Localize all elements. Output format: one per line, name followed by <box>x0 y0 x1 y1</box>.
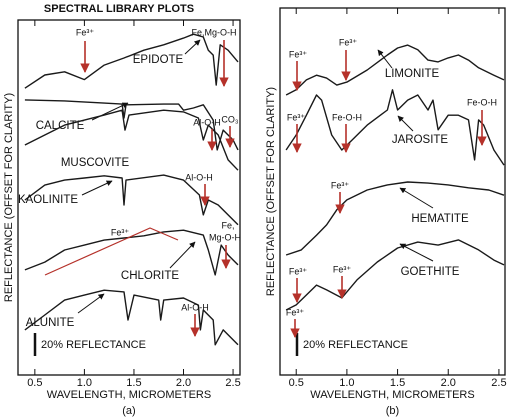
annotation: Fe,Mg-O-H <box>192 27 237 37</box>
annotation: CO₃ <box>221 114 239 124</box>
spectrum-line <box>285 89 505 166</box>
annotation: Fe³⁺ <box>333 264 352 274</box>
annotation: Al-O-H <box>185 172 213 182</box>
chart-title: SPECTRAL LIBRARY PLOTS <box>44 3 194 15</box>
spectrum-line <box>24 109 239 171</box>
x-tick-label: 2.5 <box>491 377 506 389</box>
annotation: Fe³⁺ <box>289 266 308 276</box>
annotation: Fe³⁺ <box>289 49 308 59</box>
label-arrow <box>81 180 113 196</box>
spectrum-line <box>24 289 239 346</box>
annotation: Fe-O-H <box>467 97 497 107</box>
series-label: JAROSITE <box>392 134 449 146</box>
annotation: Fe³⁺ <box>339 37 358 47</box>
series-label: ALUNITE <box>26 317 75 329</box>
y-axis-label: REFLECTANCE (OFFSET FOR CLARITY) <box>265 87 277 296</box>
annotation: Fe³⁺ <box>331 180 350 190</box>
series-label: CHLORITE <box>121 270 179 282</box>
annotation: Fe³⁺ <box>76 27 95 37</box>
x-axis-label: WAVELENGTH, MICROMETERS <box>47 389 211 401</box>
x-tick-label: 0.5 <box>27 377 42 389</box>
label-arrow <box>397 115 414 132</box>
caption: (a) <box>122 405 135 417</box>
series-label: MUSCOVITE <box>61 157 130 169</box>
annotation: Al-O-H <box>193 117 221 127</box>
bracket <box>44 227 179 276</box>
spectrum-line <box>24 229 239 276</box>
annotation: Mg-O-H <box>209 232 241 242</box>
x-tick-label: 2.0 <box>441 377 456 389</box>
spectrum-line <box>24 33 239 89</box>
x-tick-label: 2.5 <box>225 377 240 389</box>
annotation: Fe³⁺ <box>286 307 305 317</box>
spectrum-line <box>285 181 505 256</box>
scale-label: 20% REFLECTANCE <box>41 339 146 351</box>
spectrum-line <box>24 174 239 226</box>
x-axis-label: WAVELENGTH, MICROMETERS <box>310 389 474 401</box>
annotation: Fe, <box>221 220 234 230</box>
series-label: EPIDOTE <box>133 54 184 66</box>
spectrum-line <box>285 44 505 96</box>
annotation: Fe³⁺ <box>287 112 306 122</box>
annotation: Fe-O-H <box>332 112 362 122</box>
label-arrow <box>399 187 434 209</box>
spectrum-line <box>285 239 505 311</box>
plot-frame <box>279 7 506 376</box>
x-tick-label: 1.0 <box>339 377 354 389</box>
series-label: GOETHITE <box>401 266 460 278</box>
x-tick-label: 1.5 <box>390 377 405 389</box>
series-label: LIMONITE <box>385 68 440 80</box>
label-arrow <box>399 243 434 262</box>
plot-frame <box>17 19 241 376</box>
series-label: KAOLINITE <box>18 194 78 206</box>
label-arrow <box>377 49 393 69</box>
label-arrow <box>77 293 105 314</box>
y-axis-label: REFLECTANCE (OFFSET FOR CLARITY) <box>3 93 15 302</box>
scale-label: 20% REFLECTANCE <box>303 339 408 351</box>
x-tick-label: 0.5 <box>289 377 304 389</box>
label-arrow <box>184 39 201 55</box>
caption: (b) <box>386 405 399 417</box>
annotation: Fe³⁺ <box>111 227 130 237</box>
annotation: Al-O-H <box>181 302 209 312</box>
x-tick-label: 1.0 <box>77 377 92 389</box>
x-tick-label: 1.5 <box>126 377 141 389</box>
series-label: HEMATITE <box>411 213 469 225</box>
label-arrow <box>169 241 196 269</box>
x-tick-label: 2.0 <box>176 377 191 389</box>
